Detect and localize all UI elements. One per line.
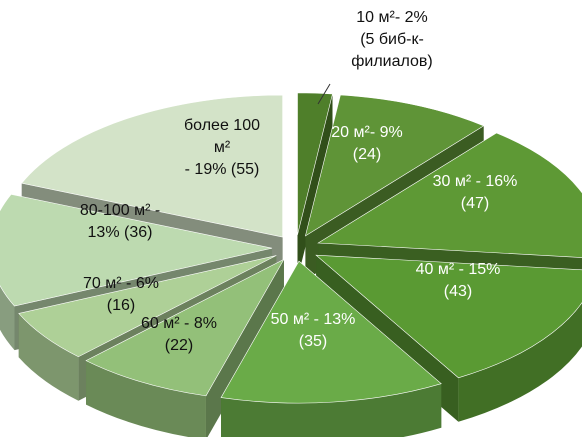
slice-label-5: 60 м² - 8% (22) <box>141 315 217 354</box>
slice-8 <box>21 94 283 238</box>
slice-rim-4 <box>221 383 442 437</box>
slice-5 <box>85 258 285 397</box>
slice-label-7: 80-100 м² -13% (36) <box>80 202 160 241</box>
slice-label-1: 20 м²- 9% (24) <box>331 124 402 163</box>
slice-4 <box>220 260 442 404</box>
slice-2 <box>317 132 582 258</box>
slice-rim-3 <box>458 302 582 422</box>
leader-line <box>317 83 331 105</box>
slice-label-6: 70 м² - 6% (16) <box>83 275 159 314</box>
slice-rim-5 <box>86 360 206 437</box>
slice-7 <box>0 194 273 307</box>
pie-labels: 10 м²- 2% (5 биб-к-филиалов) 20 м²- 9% (24)… <box>80 9 518 354</box>
slice-3 <box>315 254 582 379</box>
slice-label-4: 50 м² - 13% (35) <box>271 311 356 350</box>
slice-rim-7 <box>0 285 15 351</box>
slice-0 <box>297 92 333 235</box>
slice-1 <box>304 94 485 237</box>
slice-rim-6 <box>18 313 79 401</box>
pie-tops <box>0 92 582 404</box>
slice-label-3: 40 м² - 15% (43) <box>416 261 501 300</box>
slice-label-8: более 100 м² - 19% (55) <box>184 117 260 178</box>
slice-6 <box>18 255 277 358</box>
slice-label-2: 30 м² - 16% (47) <box>433 173 518 212</box>
slice-label-0: 10 м²- 2% (5 биб-к-филиалов) <box>351 9 433 70</box>
